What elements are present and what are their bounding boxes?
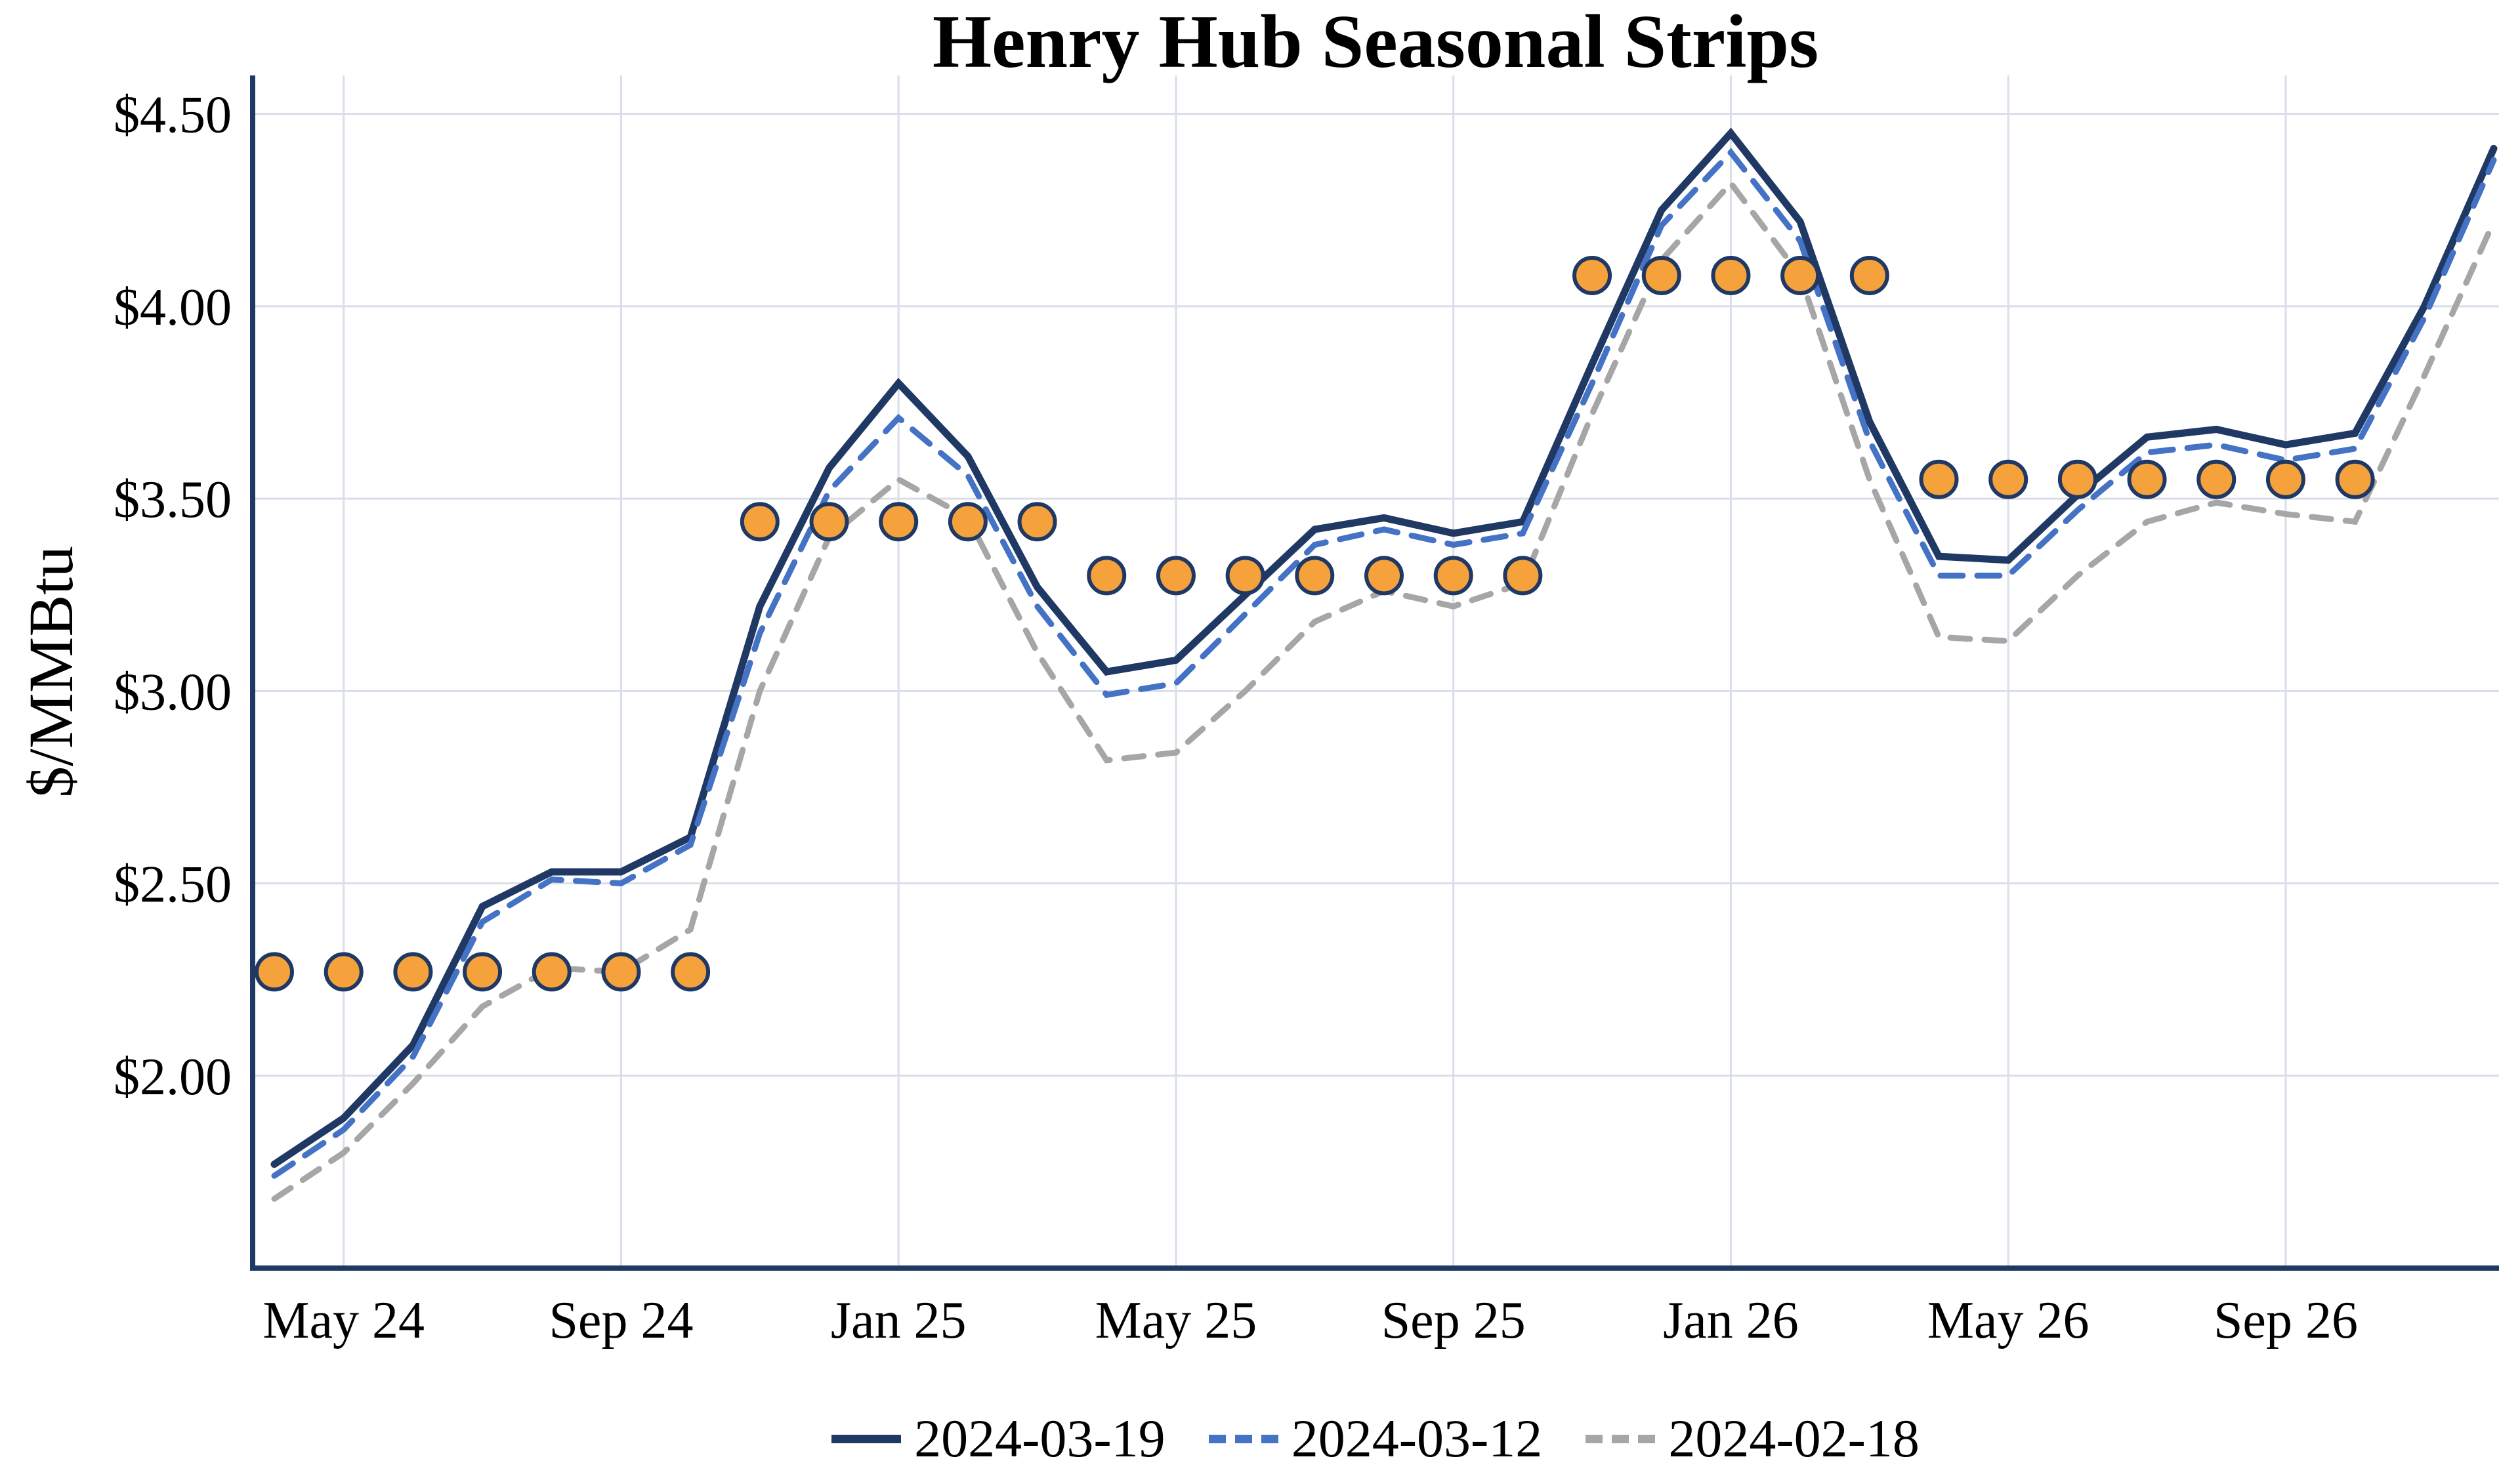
tick-labels: $2.00 $2.50 $3.00 $3.50 $4.00 $4.50 May 24 Sep …: [114, 87, 2358, 1349]
strip-marker: [1156, 556, 1196, 596]
legend-item-2024-02-18: 2024-02-18: [1586, 1408, 1920, 1470]
strip-marker: [1919, 459, 1959, 499]
x-tick-label: Jan 25: [831, 1292, 967, 1349]
strip-marker: [324, 952, 364, 992]
strip-marker: [948, 502, 988, 542]
x-tick-label: Sep 24: [549, 1292, 693, 1349]
legend-label: 2024-02-18: [1668, 1408, 1920, 1468]
strip-marker: [1364, 556, 1404, 596]
strip-marker: [809, 502, 849, 542]
y-tick-label: $2.50: [114, 856, 232, 914]
series-lines: [270, 127, 2498, 1202]
strip-marker: [1780, 255, 1820, 295]
strip-marker: [2265, 459, 2305, 499]
strip-marker: [601, 952, 641, 992]
strip-markers: [255, 255, 2375, 992]
strip-marker: [1295, 556, 1335, 596]
x-tick-label: Sep 25: [1381, 1292, 1526, 1349]
strip-marker: [1087, 556, 1127, 596]
y-tick-label: $4.00: [114, 279, 232, 337]
strip-marker: [1711, 255, 1751, 295]
strip-marker: [532, 952, 572, 992]
chart-legend: 2024-03-19 2024-03-12 2024-02-18: [116, 1408, 2520, 1470]
strip-marker: [393, 952, 433, 992]
strip-marker: [1572, 255, 1612, 295]
x-tick-label: Sep 26: [2214, 1292, 2358, 1349]
x-tick-label: May 25: [1095, 1292, 1257, 1349]
strip-marker: [463, 952, 503, 992]
y-tick-label: $4.50: [114, 87, 232, 144]
strip-marker: [255, 952, 294, 992]
strip-marker: [2196, 459, 2236, 499]
legend-label: 2024-03-19: [914, 1408, 1166, 1468]
y-tick-label: $3.50: [114, 471, 232, 529]
strip-marker: [879, 502, 919, 542]
y-tick-label: $3.00: [114, 663, 232, 721]
strip-marker: [740, 502, 780, 542]
y-tick-label: $2.00: [114, 1048, 232, 1106]
strip-marker: [2335, 459, 2375, 499]
series-line-2024-03-19: [270, 127, 2498, 1168]
chart-title: Henry Hub Seasonal Strips: [933, 0, 1818, 84]
strip-marker: [1225, 556, 1265, 596]
x-tick-label: May 26: [1927, 1292, 2090, 1349]
strip-marker: [1988, 459, 2028, 499]
strip-marker: [2127, 459, 2167, 499]
legend-line-sample: [1208, 1434, 1278, 1443]
strip-marker: [1017, 502, 1057, 542]
legend-line-sample: [1586, 1434, 1656, 1443]
strip-marker: [1503, 556, 1543, 596]
strip-marker: [1849, 255, 1889, 295]
series-line-2024-03-12: [271, 148, 2497, 1179]
strip-marker: [671, 952, 711, 992]
legend-item-2024-03-19: 2024-03-19: [831, 1408, 1166, 1470]
gridlines: [253, 75, 2499, 1268]
strip-marker: [2057, 459, 2097, 499]
x-tick-label: Jan 26: [1663, 1292, 1799, 1349]
legend-line-sample: [831, 1434, 902, 1443]
y-axis-title: $/MMBtu: [16, 546, 86, 798]
legend-item-2024-03-12: 2024-03-12: [1208, 1408, 1543, 1470]
strip-marker: [1641, 255, 1681, 295]
strip-marker: [1433, 556, 1473, 596]
x-tick-label: May 24: [262, 1292, 425, 1349]
legend-label: 2024-03-12: [1291, 1408, 1543, 1468]
